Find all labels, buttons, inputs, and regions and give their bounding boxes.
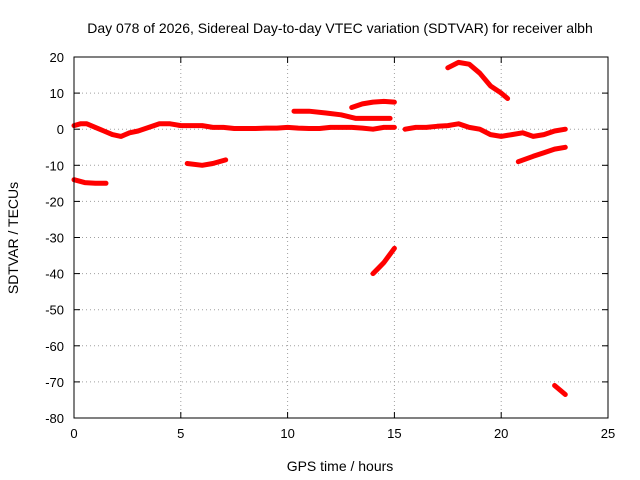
y-axis-label: SDTVAR / TECUs — [5, 182, 21, 294]
series-layer — [71, 59, 568, 397]
series-arc-8 — [445, 59, 511, 101]
axis-ticks: 0 5 10 15 20 25 -80 -70 -60 -50 -40 -30 -20 -10 0 10 20 — [45, 50, 615, 441]
chart-title: Day 078 of 2026, Sidereal Day-to-day VTE… — [87, 20, 593, 36]
y-tick-label: -80 — [45, 411, 64, 426]
series-arc-7 — [402, 121, 568, 139]
x-tick-label: 20 — [494, 426, 508, 441]
x-tick-label: 15 — [387, 426, 401, 441]
y-tick-label: -30 — [45, 231, 64, 246]
x-tick-label: 25 — [601, 426, 615, 441]
series-arc-10 — [552, 383, 568, 397]
y-tick-label: 0 — [57, 122, 64, 137]
grid — [74, 57, 608, 418]
series-arc-2 — [71, 177, 109, 186]
y-tick-label: -10 — [45, 158, 64, 173]
x-tick-label: 5 — [177, 426, 184, 441]
y-tick-label: -50 — [45, 303, 64, 318]
y-tick-label: 10 — [50, 86, 64, 101]
series-arc-5 — [349, 98, 397, 110]
series-arc-1 — [71, 121, 397, 139]
series-arc-3 — [184, 157, 229, 168]
x-tick-label: 0 — [70, 426, 77, 441]
x-tick-label: 10 — [280, 426, 294, 441]
x-axis-label: GPS time / hours — [287, 458, 394, 474]
y-tick-label: 20 — [50, 50, 64, 65]
y-tick-label: -20 — [45, 194, 64, 209]
series-arc-9 — [515, 144, 568, 165]
series-arc-4 — [291, 108, 393, 121]
y-tick-label: -40 — [45, 267, 64, 282]
series-arc-6 — [370, 245, 397, 277]
y-tick-label: -60 — [45, 339, 64, 354]
y-tick-label: -70 — [45, 375, 64, 390]
